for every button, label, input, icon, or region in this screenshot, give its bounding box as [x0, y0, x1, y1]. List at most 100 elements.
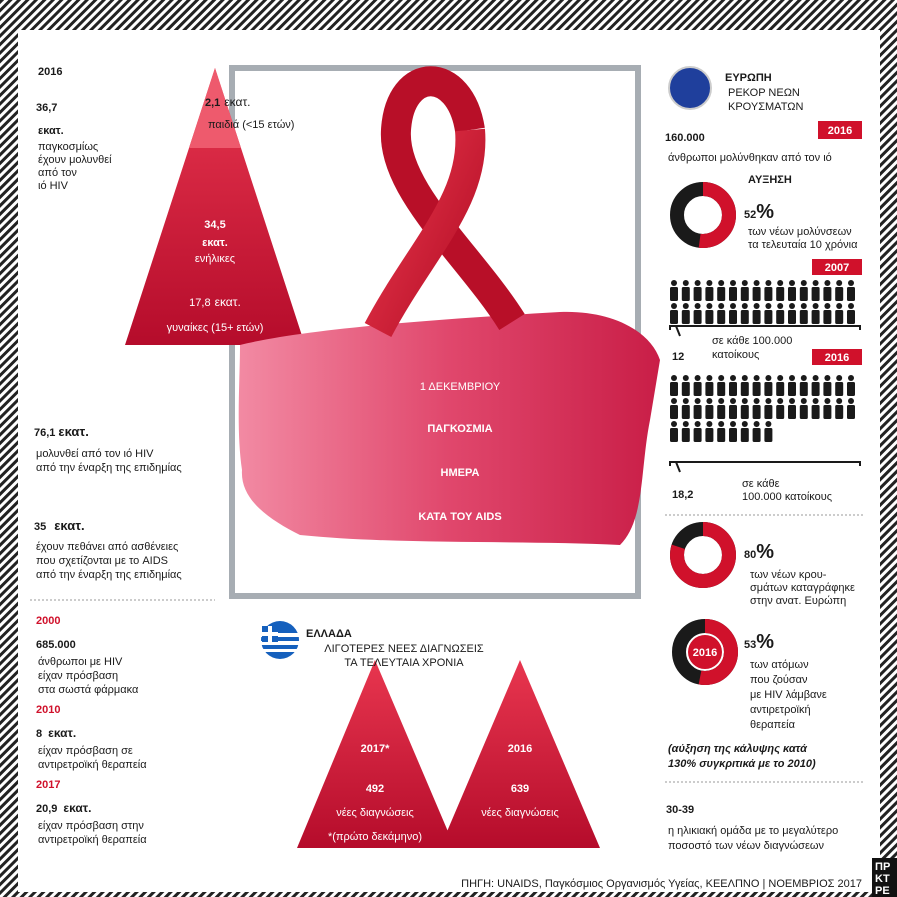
person-icon [823, 303, 832, 324]
section-subtitle: ΚΡΟΥΣΜΑΤΩΝ [728, 101, 803, 113]
number: 12 [672, 351, 684, 363]
description: έχουν μολυνθεί [38, 154, 112, 166]
logo-text-part: ΠΡ [875, 861, 890, 873]
note: *(πρώτο δεκάμηνο) [328, 831, 422, 843]
person-body [681, 287, 690, 301]
description: των νέων κρου- [750, 569, 827, 581]
person-body [729, 405, 737, 419]
subtitle: ΔΙΚΑΙΩΜΑ ΣΤΗΝ ΥΓΕΙΑ [398, 544, 521, 556]
greece-triangle [440, 660, 600, 848]
person-body [740, 428, 749, 442]
person-body [729, 428, 737, 442]
person-icon [705, 398, 714, 419]
section-subtitle: ΡΕΚΟΡ ΝΕΩΝ [728, 87, 800, 99]
person-head [836, 398, 843, 404]
description-part: αντιρετροϊκή [750, 704, 811, 716]
person-body [740, 405, 749, 419]
number-part: 34,5 [204, 219, 225, 231]
person-icon [729, 303, 737, 324]
number-part: εκατ. [48, 726, 76, 740]
logo-text-part: ΡΕ [875, 885, 890, 897]
description-part: αντιρετροϊκή θεραπεία [38, 759, 147, 771]
headline-part: ΚΑΤΑ ΤΟΥ AIDS [418, 511, 501, 523]
description: άνθρωποι μολύνθηκαν από τον ιό [668, 152, 832, 164]
person-icon [799, 280, 808, 301]
description: είχαν πρόσβαση σε [38, 745, 133, 757]
person-body [847, 287, 855, 301]
person-icon [788, 303, 796, 324]
person-head [730, 375, 736, 381]
person-icon [693, 303, 702, 324]
description: σε κάθε 100.000 [712, 335, 792, 347]
person-body [705, 382, 714, 396]
note: (αύξηση της κάλυψης κατά [668, 743, 808, 755]
person-icon [847, 375, 855, 396]
person-head [789, 398, 795, 404]
description-part: είχαν πρόσβαση σε [38, 745, 133, 757]
number: 17,8 εκατ. [189, 295, 241, 309]
description-part: παγκοσμίως [38, 141, 98, 153]
person-icon [681, 303, 690, 324]
person-icon [776, 398, 785, 419]
person-body [823, 310, 832, 324]
person-body [729, 287, 737, 301]
person-head [848, 398, 854, 404]
person-head [741, 280, 748, 286]
person-icon [776, 375, 785, 396]
person-icon [811, 398, 820, 419]
headline: ΠΑΓΚΟΣΜΙΑ [427, 423, 492, 435]
person-body [670, 428, 678, 442]
year: 2000 [36, 615, 60, 627]
description: έχουν πεθάνει από ασθένειες [36, 541, 178, 553]
person-body [835, 287, 844, 301]
person-icon [681, 398, 690, 419]
description-part: των νέων κρου- [750, 569, 827, 581]
person-head [765, 375, 772, 381]
person-body [729, 310, 737, 324]
person-body [752, 428, 761, 442]
person-head [812, 398, 819, 404]
big-number-part: 35 [34, 521, 46, 533]
person-head [682, 375, 689, 381]
description: γυναίκες (15+ ετών) [167, 322, 264, 334]
number-part: εκατ. [63, 801, 91, 815]
description-part: η ηλικιακή ομάδα με το μεγαλύτερο [668, 825, 838, 837]
person-icon [705, 421, 714, 442]
person-icon [752, 421, 761, 442]
percent-part: % [756, 631, 774, 653]
person-head [765, 280, 772, 286]
person-body [799, 405, 808, 419]
person-icon [740, 421, 749, 442]
description: είχαν πρόσβαση [38, 670, 118, 682]
year-part: 2016 [828, 125, 852, 137]
person-icon [799, 303, 808, 324]
person-icon [705, 303, 714, 324]
person-head [753, 375, 760, 381]
year-part: 2016 [508, 743, 532, 755]
source: ΠΗΓΗ: UNAIDS, Παγκόσμιος Οργανισμός Υγεί… [461, 878, 862, 890]
person-head [718, 280, 725, 286]
description: θεραπεία [750, 719, 796, 731]
description-part: από τον [38, 167, 77, 179]
percent: 80% [744, 541, 774, 563]
person-head [706, 280, 713, 286]
person-head [694, 398, 701, 404]
description-part: θεραπεία [750, 719, 796, 731]
description-part: σμάτων καταγράφηκε [750, 582, 855, 594]
logo-text: ΡΕ [875, 885, 890, 897]
person-head [718, 398, 725, 404]
note-part: (αύξηση της κάλυψης κατά [668, 743, 808, 755]
person-head [765, 398, 772, 404]
person-icon [681, 375, 690, 396]
person-icon [764, 303, 773, 324]
person-body [811, 287, 820, 301]
person-head [694, 303, 701, 309]
person-icon [670, 303, 678, 324]
person-body [717, 310, 726, 324]
person-icon [764, 280, 773, 301]
person-head [730, 280, 736, 286]
description-part: είχαν πρόσβαση [38, 670, 118, 682]
person-head [800, 280, 807, 286]
description: που σχετίζονται με το AIDS [36, 555, 168, 567]
description: των ατόμων [750, 659, 809, 671]
